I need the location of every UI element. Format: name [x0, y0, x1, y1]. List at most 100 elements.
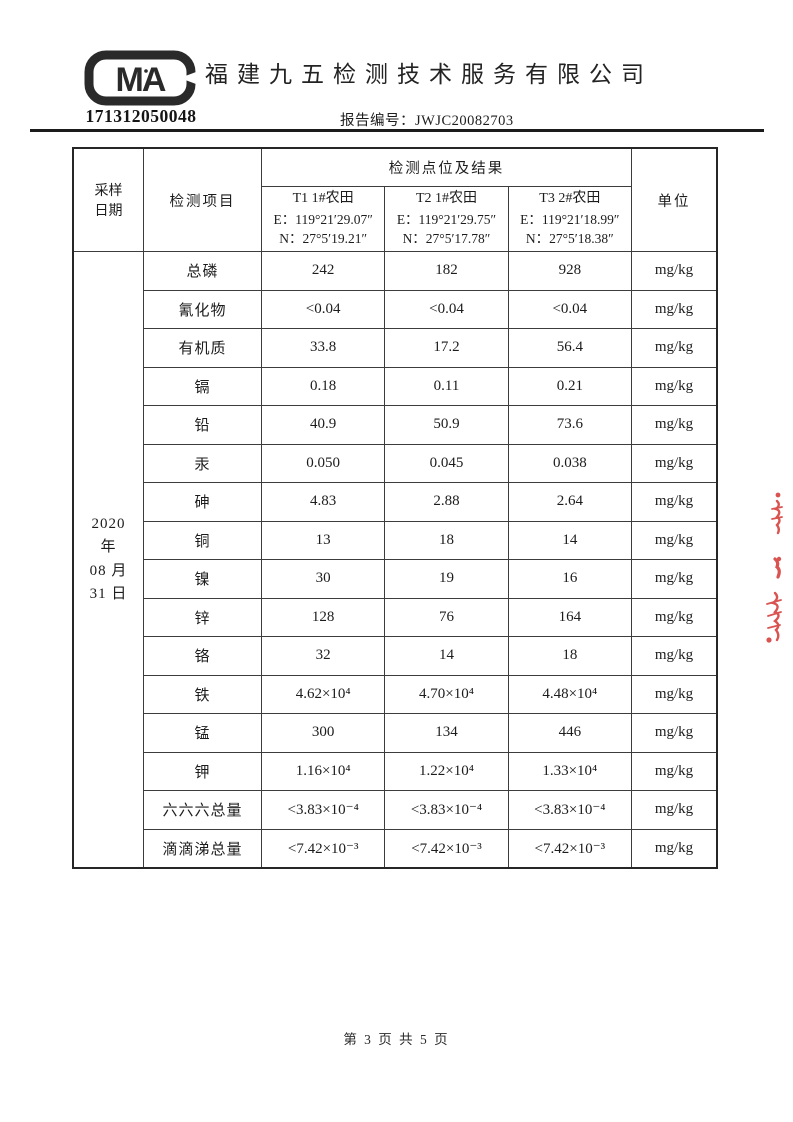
result-cell-t1: <3.83×10⁻⁴	[260, 790, 386, 830]
point-t1-name: T1 1#农田	[292, 191, 354, 207]
table-row: 镍 30 19 16 mg/kg	[73, 559, 718, 599]
result-cell-t3: 164	[507, 597, 633, 637]
result-cell-t2: 19	[384, 559, 509, 599]
result-cell-t3: 18	[507, 636, 633, 676]
unit-cell: mg/kg	[631, 520, 718, 560]
result-cell-t1: <0.04	[260, 289, 386, 329]
table-header-row-1: 采样 日期 检测项目 检测点位及结果 单位	[72, 147, 718, 252]
result-cell-t1: 0.050	[260, 443, 386, 483]
certificate-number: 171312050048	[85, 106, 197, 126]
result-cell-t3: 1.33×10⁴	[507, 751, 633, 791]
unit-cell: mg/kg	[631, 674, 718, 714]
result-cell-t1: 242	[260, 251, 386, 291]
date-line: 31 日	[89, 585, 128, 602]
result-cell-t2: 134	[384, 713, 509, 753]
table-row: 铁 4.62×10⁴ 4.70×10⁴ 4.48×10⁴ mg/kg	[73, 674, 718, 714]
test-item-cell: 总磷	[143, 251, 262, 291]
sampling-date-header-line2: 日期	[94, 204, 123, 219]
point-t1-latitude: N：27°5′19.21″	[279, 231, 368, 247]
test-item-cell: 镉	[143, 366, 262, 406]
red-ink-mark	[769, 556, 785, 585]
result-cell-t1: 300	[260, 713, 386, 753]
unit-cell: mg/kg	[631, 713, 718, 753]
test-item-cell: 铅	[143, 405, 262, 445]
test-item-cell: 钾	[143, 751, 262, 791]
result-cell-t3: 0.21	[507, 366, 633, 406]
test-item-cell: 镍	[143, 559, 262, 599]
unit-cell: mg/kg	[631, 405, 718, 445]
sampling-date-header: 采样 日期	[72, 147, 144, 252]
point-header-t3: T3 2#农田 E：119°21′18.99″ N：27°5′18.38″	[507, 186, 633, 252]
report-number: 报告编号：JWJC20082703	[340, 109, 514, 130]
result-cell-t3: 928	[507, 251, 633, 291]
result-cell-t3: <3.83×10⁻⁴	[507, 790, 633, 830]
cma-logo-icon: MA	[84, 50, 196, 106]
table-row: 汞 0.050 0.045 0.038 mg/kg	[73, 443, 718, 483]
result-cell-t2: 1.22×10⁴	[384, 751, 509, 791]
result-cell-t3: 56.4	[507, 328, 633, 368]
test-item-cell: 汞	[143, 443, 262, 483]
unit-cell: mg/kg	[631, 443, 718, 483]
report-number-value: JWJC20082703	[415, 113, 514, 129]
unit-cell: mg/kg	[631, 328, 718, 368]
red-ink-mark	[763, 590, 791, 649]
table-header-row-2: T1 1#农田 E：119°21′29.07″ N：27°5′19.21″ T2…	[73, 186, 717, 252]
result-cell-t2: 17.2	[384, 328, 509, 368]
unit-cell: mg/kg	[631, 597, 718, 637]
table-row: 有机质 33.8 17.2 56.4 mg/kg	[73, 328, 718, 368]
unit-cell: mg/kg	[631, 559, 718, 599]
test-item-cell: 铜	[143, 520, 262, 560]
red-ink-mark	[768, 491, 792, 540]
result-cell-t2: 50.9	[384, 405, 509, 445]
test-item-cell: 六六六总量	[143, 790, 262, 830]
table-row: 锌 128 76 164 mg/kg	[73, 597, 718, 637]
result-cell-t3: 4.48×10⁴	[507, 674, 633, 714]
test-item-cell: 氰化物	[143, 289, 262, 329]
result-cell-t3: 73.6	[507, 405, 633, 445]
result-cell-t1: 4.83	[260, 482, 386, 522]
point-header-t1: T1 1#农田 E：119°21′29.07″ N：27°5′19.21″	[260, 186, 386, 252]
test-item-cell: 砷	[143, 482, 262, 522]
point-header-t2: T2 1#农田 E：119°21′29.75″ N：27°5′17.78″	[384, 186, 509, 252]
page-number: 第 3 页 共 5 页	[343, 1032, 450, 1047]
result-cell-t3: 446	[507, 713, 633, 753]
cma-logo-text: MA	[116, 61, 166, 99]
company-name: 福建九五检测技术服务有限公司	[205, 62, 653, 87]
result-cell-t1: <7.42×10⁻³	[260, 828, 386, 869]
point-t3-name: T3 2#农田	[539, 191, 601, 207]
point-t3-latitude: N：27°5′18.38″	[525, 231, 614, 247]
point-t2-longitude: E：119°21′29.75″	[396, 211, 497, 227]
unit-cell: mg/kg	[631, 751, 718, 791]
result-cell-t2: 2.88	[384, 482, 509, 522]
result-cell-t3: <7.42×10⁻³	[507, 828, 633, 869]
test-item-cell: 铬	[143, 636, 262, 676]
result-cell-t1: 128	[260, 597, 386, 637]
date-line: 2020	[91, 516, 126, 532]
table-row: 钾 1.16×10⁴ 1.22×10⁴ 1.33×10⁴ mg/kg	[73, 751, 718, 791]
table-row: 镉 0.18 0.11 0.21 mg/kg	[73, 366, 718, 406]
result-cell-t2: <0.04	[384, 289, 509, 329]
result-cell-t2: 0.045	[384, 443, 509, 483]
result-cell-t2: 76	[384, 597, 509, 637]
test-item-cell: 有机质	[143, 328, 262, 368]
result-cell-t2: 18	[384, 520, 509, 560]
result-cell-t1: 40.9	[260, 405, 386, 445]
table-row: 砷 4.83 2.88 2.64 mg/kg	[73, 482, 718, 522]
unit-cell: mg/kg	[631, 790, 718, 830]
sampling-date-header-line1: 采样	[94, 184, 123, 199]
result-cell-t1: 1.16×10⁴	[260, 751, 386, 791]
table-row: 氰化物 <0.04 <0.04 <0.04 mg/kg	[73, 289, 718, 329]
table-row: 铅 40.9 50.9 73.6 mg/kg	[73, 405, 718, 445]
result-cell-t2: 4.70×10⁴	[384, 674, 509, 714]
header-divider	[30, 129, 764, 132]
result-cell-t2: 0.11	[384, 366, 509, 406]
results-header: 检测点位及结果	[261, 147, 632, 187]
unit-cell: mg/kg	[631, 828, 718, 869]
table-row: 2020 年 08 月 31 日 总磷 242 182 928 mg/kg	[72, 251, 718, 869]
test-item-cell: 铁	[143, 674, 262, 714]
result-cell-t2: <3.83×10⁻⁴	[384, 790, 509, 830]
result-cell-t3: <0.04	[507, 289, 633, 329]
result-cell-t1: 4.62×10⁴	[260, 674, 386, 714]
test-results-table: 采样 日期 检测项目 检测点位及结果 单位 T1 1#农田 E：119°21′2…	[72, 147, 718, 869]
